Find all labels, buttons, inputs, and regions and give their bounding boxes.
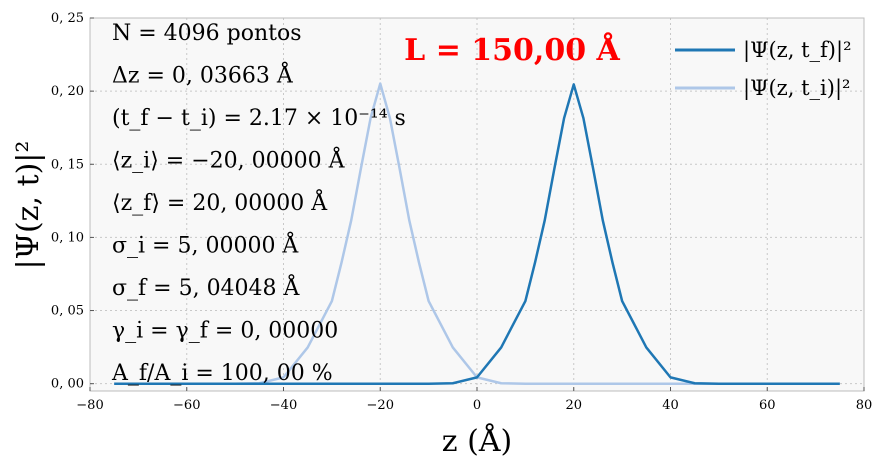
annotation-line-6: σ_i = 5, 00000 Å	[112, 231, 299, 259]
x-tick-label: −40	[270, 398, 297, 413]
x-axis-label: z (Å)	[442, 423, 512, 459]
x-tick-label: 20	[565, 398, 582, 413]
y-tick-label: 0, 15	[51, 157, 84, 172]
x-tick-label: 0	[473, 398, 481, 413]
ticks: −80 −60 −40 −20 0 20 40 60 80 0, 00 0, 05 0, 10 0, 1…	[51, 11, 872, 413]
annotation-line-9: A_f/A_i = 100, 00 %	[111, 361, 333, 386]
annotation-line-2: Δz = 0, 03663 Å	[112, 61, 294, 89]
y-axis-label: |Ψ(z, t)|²	[11, 141, 46, 270]
annotation-line-7: σ_f = 5, 04048 Å	[112, 273, 301, 301]
x-tick-label: −20	[367, 398, 394, 413]
x-tick-label: 40	[662, 398, 679, 413]
y-tick-label: 0, 00	[51, 377, 84, 392]
series-line-1	[114, 82, 840, 385]
legend: |Ψ(z, t_f)|² |Ψ(z, t_i)|²	[675, 38, 852, 101]
annotation-line-3: (t_f − t_i) = 2.17 × 10⁻¹⁴ s	[112, 106, 406, 131]
annotation-line-5: ⟨z_f⟩ = 20, 00000 Å	[112, 188, 328, 216]
annotation-line-8: γ_i = γ_f = 0, 00000	[112, 319, 338, 344]
chart-title: L = 150,00 Å	[404, 32, 620, 68]
y-tick-label: 0, 10	[51, 230, 84, 245]
annotations: N = 4096 pontos Δz = 0, 03663 Å (t_f − t_i…	[111, 21, 406, 386]
annotation-line-4: ⟨z_i⟩ = −20, 00000 Å	[112, 146, 346, 174]
y-tick-label: 0, 20	[51, 84, 84, 99]
y-tick-label: 0, 05	[51, 304, 84, 319]
y-tick-label: 0, 25	[51, 11, 84, 26]
x-tick-label: −80	[76, 398, 103, 413]
legend-label-1: |Ψ(z, t_i)|²	[743, 76, 850, 101]
legend-label-0: |Ψ(z, t_f)|²	[743, 38, 852, 63]
annotation-line-1: N = 4096 pontos	[112, 21, 302, 46]
series-line-0	[114, 83, 840, 385]
series-layer	[114, 82, 840, 385]
x-tick-label: 60	[759, 398, 776, 413]
x-tick-label: −60	[173, 398, 200, 413]
x-tick-label: 80	[856, 398, 873, 413]
